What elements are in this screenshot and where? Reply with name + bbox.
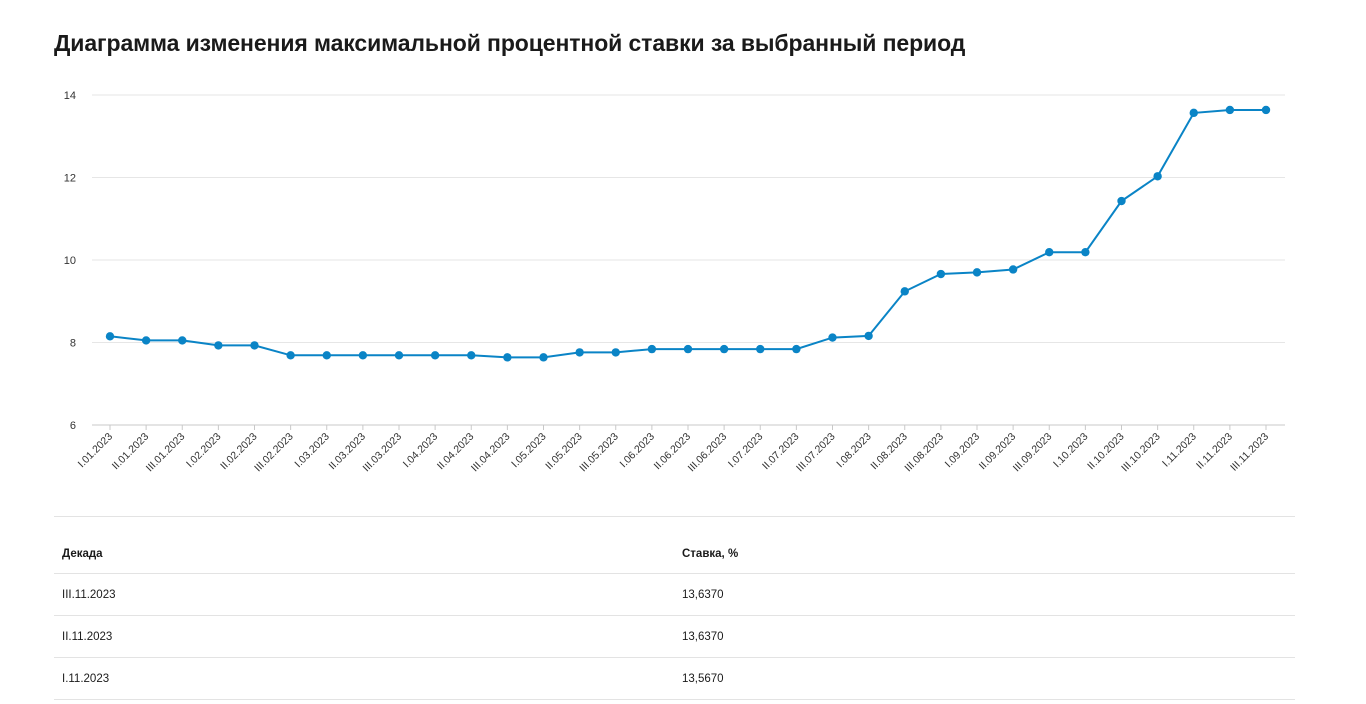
data-point[interactable] [792,344,801,354]
x-tick-label: III.08.2023 [902,431,946,475]
x-tick-label: III.01.2023 [144,431,188,475]
table-cell-rate: 13,5670 [674,657,1295,700]
table-cell-rate: 13,6370 [674,573,1295,616]
data-point[interactable] [719,344,729,354]
rate-table: Декада Ставка, % III.11.2023 13,6370 II.… [54,516,1295,700]
x-tick-label: III.03.2023 [361,431,405,475]
data-point[interactable] [394,351,404,360]
data-point[interactable] [611,348,620,357]
data-point[interactable] [250,341,259,350]
data-point[interactable] [864,331,873,341]
data-point[interactable] [1153,172,1162,181]
column-header-decade: Декада [54,516,674,574]
data-point[interactable] [1008,265,1018,274]
series-points[interactable] [105,105,1271,362]
data-point[interactable] [575,348,584,357]
x-tick-label: I.11.2023 [1160,431,1199,470]
data-point[interactable] [105,332,115,341]
x-tick-label: III.04.2023 [469,431,513,475]
data-point[interactable] [1261,105,1271,115]
data-point[interactable] [430,351,440,360]
table-cell-decade: II.11.2023 [54,615,674,658]
data-point[interactable] [972,268,982,277]
x-axis: I.01.2023II.01.2023III.01.2023I.02.2023I… [76,425,1271,475]
table-header-row: Декада Ставка, % [54,516,1295,574]
table-cell-decade: I.11.2023 [54,657,674,700]
x-tick-label: III.07.2023 [794,431,838,475]
data-point[interactable] [647,344,657,354]
data-point[interactable] [936,269,946,279]
y-tick-label: 14 [64,90,76,102]
table-cell-rate: 13,6370 [674,615,1295,658]
data-point[interactable] [1225,105,1235,115]
data-point[interactable] [178,336,187,345]
y-tick-label: 10 [64,255,76,267]
data-point[interactable] [141,336,151,345]
table-row: I.11.2023 13,5670 [54,657,1295,700]
data-point[interactable] [286,351,295,360]
data-point[interactable] [322,351,331,360]
data-point[interactable] [539,353,548,362]
data-point[interactable] [1117,196,1126,206]
data-point[interactable] [467,351,476,360]
x-tick-label: III.09.2023 [1011,431,1055,475]
y-tick-label: 6 [70,420,76,432]
y-tick-label: 8 [70,338,76,350]
data-point[interactable] [756,344,765,354]
x-tick-label: III.02.2023 [252,431,296,475]
x-tick-label: III.06.2023 [686,431,730,475]
data-point[interactable] [1045,247,1054,257]
data-point[interactable] [683,344,693,354]
chart-grid [92,94,1285,426]
line-chart: 6 8 10 12 14 I.01.2023II.01.2023III.01.2023I… [64,90,1285,475]
data-point[interactable] [214,341,223,350]
data-point[interactable] [503,353,512,362]
table-row: III.11.2023 13,6370 [54,573,1295,616]
y-tick-label: 12 [64,173,76,185]
data-point[interactable] [900,287,909,296]
data-point[interactable] [828,333,837,342]
x-tick-label: III.05.2023 [577,431,621,475]
series-line [109,109,1266,359]
data-point[interactable] [1081,247,1090,257]
table-row: II.11.2023 13,6370 [54,615,1295,658]
page-title: Диаграмма изменения максимальной процент… [54,30,966,56]
column-header-rate: Ставка, % [674,516,1295,574]
y-axis: 6 8 10 12 14 [64,90,76,432]
x-tick-label: III.10.2023 [1119,431,1163,475]
data-point[interactable] [358,351,368,360]
x-tick-label: III.11.2023 [1228,431,1271,474]
table-cell-decade: III.11.2023 [54,573,674,616]
data-point[interactable] [1189,108,1198,118]
